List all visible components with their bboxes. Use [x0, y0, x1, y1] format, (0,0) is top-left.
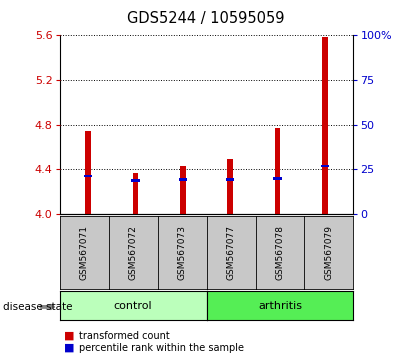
Text: GDS5244 / 10595059: GDS5244 / 10595059 [127, 11, 284, 26]
Bar [275, 128, 280, 214]
Text: percentile rank within the sample: percentile rank within the sample [79, 343, 244, 353]
Bar [227, 159, 233, 214]
Text: GSM567077: GSM567077 [226, 225, 236, 280]
Text: transformed count: transformed count [79, 331, 170, 341]
Bar [180, 166, 186, 214]
Bar [273, 177, 282, 179]
Text: GSM567073: GSM567073 [178, 225, 187, 280]
Text: GSM567071: GSM567071 [80, 225, 89, 280]
Bar [84, 175, 92, 177]
Bar [133, 173, 138, 214]
Text: GSM567072: GSM567072 [129, 225, 138, 280]
Text: arthritis: arthritis [258, 301, 302, 311]
Bar [226, 178, 235, 181]
Text: disease state: disease state [3, 302, 73, 312]
Bar [178, 178, 187, 181]
Text: GSM567078: GSM567078 [275, 225, 284, 280]
Bar [85, 131, 91, 214]
Bar [322, 36, 328, 214]
Text: ■: ■ [64, 331, 74, 341]
Text: GSM567079: GSM567079 [324, 225, 333, 280]
Text: control: control [114, 301, 152, 311]
Bar [131, 179, 140, 182]
Text: ■: ■ [64, 343, 74, 353]
Bar [321, 165, 329, 167]
